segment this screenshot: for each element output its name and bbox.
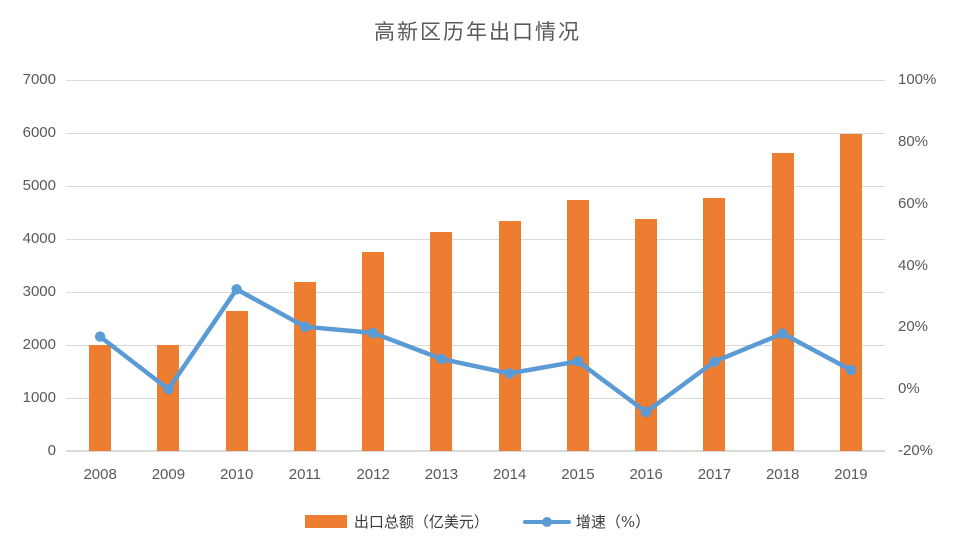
export-bar: [839, 134, 862, 451]
growth-marker-icon: [231, 284, 242, 295]
x-axis-label: 2011: [288, 466, 321, 483]
legend: 出口总额（亿美元） 增速（%）: [0, 511, 955, 532]
growth-marker-icon: [367, 327, 379, 339]
growth-marker-icon: [709, 356, 720, 367]
gridline: [66, 239, 885, 240]
gridline: [66, 133, 885, 134]
y-axis-label-left: 5000: [22, 177, 56, 194]
x-axis-label: 2012: [356, 466, 390, 483]
legend-line-marker-icon: [541, 517, 552, 527]
y-axis-label-right: 80%: [898, 132, 929, 150]
y-axis-label-left: 4000: [22, 230, 56, 247]
y-axis-label-left: 2000: [22, 336, 56, 353]
growth-marker-icon: [845, 364, 857, 376]
export-bar: [157, 345, 180, 451]
growth-marker-icon: [504, 368, 515, 379]
y-axis-label-right: 100%: [898, 71, 937, 88]
legend-line-label: 增速（%）: [575, 513, 651, 531]
x-axis-label: 2016: [629, 466, 663, 483]
y-axis-label-right: -20%: [898, 442, 934, 459]
growth-line-chart: [94, 284, 857, 418]
x-axis-label: 2017: [697, 466, 732, 483]
growth-marker-icon: [299, 321, 311, 332]
growth-marker-icon: [777, 328, 788, 339]
export-bar: [362, 251, 385, 451]
growth-marker-icon: [436, 353, 447, 365]
y-axis-label-right: 40%: [898, 256, 929, 274]
y-axis-label-right: 0%: [898, 380, 920, 398]
gridline: [66, 398, 885, 399]
y-axis-label-left: 0: [47, 442, 56, 459]
x-axis-label: 2019: [834, 466, 868, 483]
x-axis-label: 2009: [151, 466, 186, 483]
growth-marker-icon: [163, 384, 174, 395]
y-axis-label-left: 3000: [22, 283, 56, 300]
legend-bar-swatch: [304, 515, 347, 528]
legend-line-swatch: [522, 515, 571, 528]
export-bar: [566, 200, 589, 451]
growth-line: [97, 287, 854, 415]
gridline: [66, 292, 885, 293]
export-bar: [771, 152, 794, 451]
x-axis-label: 2018: [765, 466, 800, 483]
y-axis-label-left: 7000: [22, 71, 56, 88]
export-bar: [703, 198, 726, 451]
export-bar: [225, 310, 248, 451]
gridline: [66, 80, 885, 81]
export-bar: [430, 232, 453, 451]
y-axis-label-left: 6000: [22, 124, 56, 141]
x-axis-label: 2014: [492, 466, 527, 483]
x-axis-label: 2015: [561, 466, 595, 483]
export-bar: [498, 220, 521, 451]
x-axis-label: 2010: [219, 466, 254, 483]
export-bar: [635, 218, 658, 451]
gridline: [66, 345, 885, 346]
x-axis-label: 2008: [83, 466, 117, 483]
growth-marker-icon: [640, 406, 652, 418]
y-axis-label-left: 1000: [22, 389, 56, 406]
x-axis-label: 2013: [424, 466, 459, 483]
y-axis-label-right: 20%: [898, 318, 929, 336]
chart-title: 高新区历年出口情况: [374, 20, 581, 44]
y-axis-label-right: 60%: [898, 194, 929, 212]
legend-bar-label: 出口总额（亿美元）: [353, 513, 489, 531]
export-bar: [89, 345, 112, 451]
gridline: [66, 186, 885, 187]
growth-marker-icon: [572, 356, 584, 367]
x-axis-line: [66, 450, 885, 452]
growth-marker-icon: [94, 331, 106, 342]
